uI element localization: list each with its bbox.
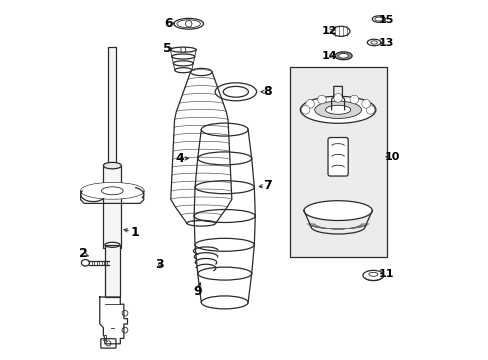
Bar — [289, 67, 386, 257]
Text: 2: 2 — [79, 247, 87, 260]
Bar — [104, 245, 120, 297]
Text: 14: 14 — [321, 51, 336, 61]
Text: 12: 12 — [321, 26, 336, 36]
Ellipse shape — [81, 183, 143, 199]
Ellipse shape — [170, 47, 196, 52]
Ellipse shape — [175, 68, 191, 73]
Ellipse shape — [314, 101, 361, 118]
Circle shape — [301, 105, 309, 114]
Ellipse shape — [368, 272, 377, 276]
Ellipse shape — [370, 41, 377, 44]
Text: 10: 10 — [384, 152, 399, 162]
Circle shape — [317, 95, 325, 104]
Ellipse shape — [374, 17, 382, 21]
Ellipse shape — [303, 201, 371, 220]
Ellipse shape — [186, 220, 215, 226]
Ellipse shape — [223, 86, 248, 97]
Circle shape — [349, 95, 358, 104]
Ellipse shape — [325, 105, 350, 114]
Text: 7: 7 — [263, 179, 272, 192]
Circle shape — [305, 99, 314, 108]
Circle shape — [185, 21, 192, 27]
Text: 11: 11 — [378, 269, 394, 279]
Bar — [103, 166, 121, 248]
Text: 6: 6 — [164, 17, 173, 30]
Ellipse shape — [103, 162, 121, 169]
Ellipse shape — [81, 183, 143, 199]
Ellipse shape — [174, 18, 203, 29]
Ellipse shape — [338, 54, 348, 58]
Circle shape — [361, 99, 370, 108]
Circle shape — [333, 94, 342, 102]
Circle shape — [122, 310, 127, 316]
Ellipse shape — [173, 61, 193, 66]
Text: 4: 4 — [175, 152, 183, 165]
Ellipse shape — [215, 83, 256, 101]
Bar — [108, 47, 115, 173]
Text: 5: 5 — [163, 42, 171, 55]
Ellipse shape — [177, 20, 200, 28]
Ellipse shape — [190, 68, 212, 76]
Ellipse shape — [81, 260, 89, 266]
Text: 9: 9 — [193, 285, 202, 298]
Ellipse shape — [362, 270, 383, 280]
Text: 1: 1 — [130, 226, 139, 239]
FancyBboxPatch shape — [101, 339, 116, 348]
Circle shape — [106, 341, 111, 346]
Circle shape — [181, 47, 185, 52]
Ellipse shape — [300, 96, 375, 123]
Ellipse shape — [171, 54, 194, 59]
Ellipse shape — [334, 52, 351, 60]
Ellipse shape — [366, 39, 380, 46]
Circle shape — [366, 105, 374, 114]
Circle shape — [122, 327, 127, 333]
Text: 3: 3 — [155, 258, 164, 271]
Ellipse shape — [371, 16, 385, 22]
Ellipse shape — [331, 26, 349, 36]
Text: 8: 8 — [263, 85, 272, 98]
Text: 13: 13 — [378, 38, 394, 48]
Text: 15: 15 — [378, 15, 394, 25]
FancyBboxPatch shape — [327, 138, 347, 176]
